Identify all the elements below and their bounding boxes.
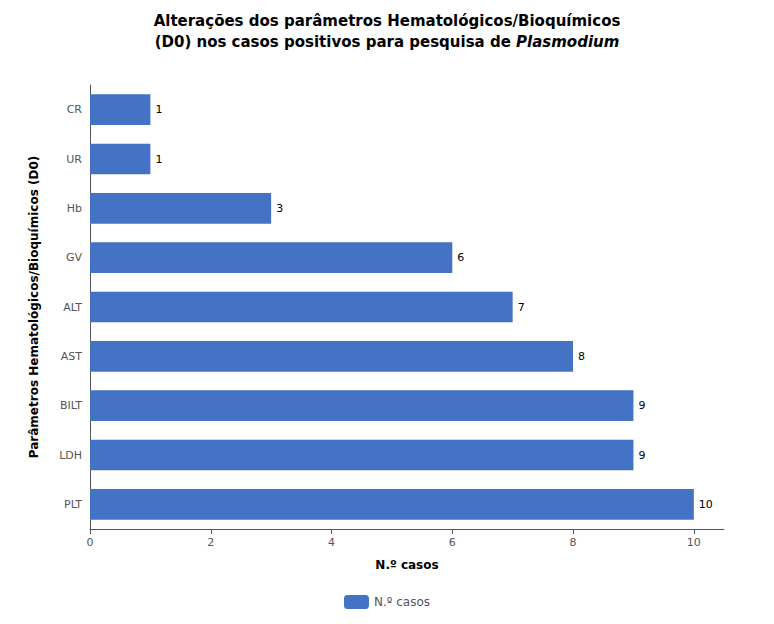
svg-text:9: 9: [638, 399, 645, 412]
svg-text:10: 10: [699, 498, 713, 511]
svg-text:LDH: LDH: [59, 449, 82, 462]
svg-text:GV: GV: [66, 251, 83, 264]
svg-text:PLT: PLT: [64, 498, 82, 511]
svg-text:1: 1: [155, 103, 162, 116]
svg-text:1: 1: [155, 153, 162, 166]
svg-text:BILT: BILT: [60, 399, 82, 412]
svg-text:Plasmodium: Plasmodium: [516, 33, 619, 51]
svg-text:CR: CR: [67, 103, 83, 116]
svg-text:4: 4: [328, 536, 335, 549]
svg-text:3: 3: [276, 202, 283, 215]
svg-text:AST: AST: [61, 350, 83, 363]
svg-text:0: 0: [87, 536, 94, 549]
svg-text:8: 8: [578, 350, 585, 363]
svg-text:6: 6: [457, 251, 464, 264]
svg-text:Alterações dos parâmetros Hema: Alterações dos parâmetros Hematológicos/…: [154, 12, 621, 30]
svg-text:UR: UR: [66, 153, 82, 166]
svg-text:N.º casos: N.º casos: [375, 558, 438, 572]
svg-text:2: 2: [207, 536, 214, 549]
svg-text:6: 6: [449, 536, 456, 549]
svg-text:7: 7: [518, 301, 525, 314]
svg-text:ALT: ALT: [63, 301, 82, 314]
svg-text:9: 9: [638, 449, 645, 462]
svg-text:Parâmetros Hematológicos/Bioqu: Parâmetros Hematológicos/Bioquímicos (D0…: [27, 156, 41, 458]
svg-text:(D0) nos casos positivos para: (D0) nos casos positivos para pesquisa d…: [155, 33, 516, 51]
svg-text:10: 10: [687, 536, 701, 549]
svg-text:8: 8: [570, 536, 577, 549]
svg-text:Hb: Hb: [67, 202, 82, 215]
svg-text:N.º casos: N.º casos: [374, 595, 430, 609]
